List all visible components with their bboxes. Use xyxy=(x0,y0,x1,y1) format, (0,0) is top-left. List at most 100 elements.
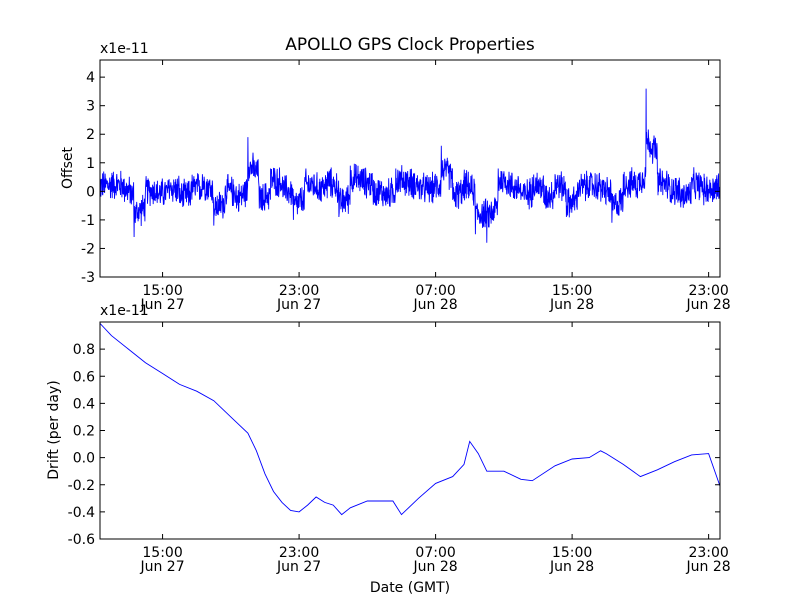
data-point xyxy=(367,500,368,501)
x-tick-date-label: Jun 28 xyxy=(549,559,594,575)
data-point xyxy=(273,491,274,492)
data-point xyxy=(623,174,624,175)
x-tick-date-label: Jun 27 xyxy=(276,297,321,313)
data-point xyxy=(361,171,362,172)
y-tick-label: 0 xyxy=(86,184,95,200)
x-tick-date-label: Jun 27 xyxy=(139,559,184,575)
data-point xyxy=(691,177,692,178)
data-point xyxy=(611,222,612,223)
data-point xyxy=(503,471,504,472)
data-point xyxy=(520,199,521,200)
data-point xyxy=(293,219,294,220)
data-point xyxy=(418,498,419,499)
x-tick-date-label: Jun 28 xyxy=(413,297,458,313)
data-point xyxy=(225,188,226,189)
data-point xyxy=(452,476,453,477)
data-point xyxy=(281,185,282,186)
data-point xyxy=(469,441,470,442)
y-tick-label: -2 xyxy=(81,241,95,257)
y-tick-label: -1 xyxy=(81,213,95,229)
offset-plot-frame xyxy=(99,59,721,278)
offset-series-group xyxy=(100,88,720,243)
data-point xyxy=(429,188,430,189)
data-point xyxy=(122,182,123,183)
x-tick-label: 23:00 xyxy=(279,545,319,561)
data-point xyxy=(324,502,325,503)
data-point xyxy=(111,177,112,178)
data-point xyxy=(543,202,544,203)
data-point xyxy=(572,458,573,459)
data-point xyxy=(190,185,191,186)
data-point xyxy=(407,174,408,175)
x-tick-date-label: Jun 28 xyxy=(413,559,458,575)
data-point xyxy=(111,335,112,336)
data-point xyxy=(179,384,180,385)
data-point xyxy=(702,188,703,189)
data-point xyxy=(606,453,607,454)
data-point xyxy=(316,496,317,497)
data-point xyxy=(145,362,146,363)
y-tick-label: -0.4 xyxy=(68,505,95,521)
data-point xyxy=(392,500,393,501)
x-tick-date-label: Jun 27 xyxy=(276,559,321,575)
data-point xyxy=(691,454,692,455)
data-point xyxy=(441,145,442,146)
data-point xyxy=(463,464,464,465)
x-tick-label: 23:00 xyxy=(688,283,728,299)
data-point xyxy=(634,182,635,183)
data-point xyxy=(213,225,214,226)
data-point xyxy=(202,174,203,175)
data-point xyxy=(640,476,641,477)
data-point xyxy=(435,483,436,484)
x-tick-label: 15:00 xyxy=(142,545,182,561)
data-point xyxy=(307,505,308,506)
y-tick-label: 0.2 xyxy=(73,424,95,440)
drift-ylabel: Drift (per day) xyxy=(46,380,62,479)
data-point xyxy=(162,373,163,374)
data-point xyxy=(341,514,342,515)
data-point xyxy=(156,197,157,198)
data-point xyxy=(708,453,709,454)
data-point xyxy=(478,453,479,454)
data-point xyxy=(384,500,385,501)
y-tick-label: 3 xyxy=(86,99,95,115)
data-point xyxy=(509,179,510,180)
y-tick-label: 4 xyxy=(86,70,95,86)
x-tick-label: 23:00 xyxy=(688,545,728,561)
x-tick-date-label: Jun 28 xyxy=(686,559,731,575)
data-point xyxy=(256,450,257,451)
data-point xyxy=(532,177,533,178)
data-point xyxy=(179,202,180,203)
data-point xyxy=(498,168,499,169)
data-point xyxy=(452,199,453,200)
data-point xyxy=(236,208,237,209)
data-point xyxy=(338,216,339,217)
data-point xyxy=(290,510,291,511)
data-point xyxy=(259,208,260,209)
drift-xlabel: Date (GMT) xyxy=(370,580,450,596)
x-tick-date-label: Jun 27 xyxy=(139,297,184,313)
data-point xyxy=(304,177,305,178)
data-point xyxy=(520,479,521,480)
data-point xyxy=(350,165,351,166)
offset-exponent-label: x1e-11 xyxy=(100,41,149,57)
data-point xyxy=(333,505,334,506)
data-point xyxy=(657,469,658,470)
data-point xyxy=(600,185,601,186)
data-point xyxy=(247,137,248,138)
y-tick-label: 0.6 xyxy=(73,369,95,385)
data-point xyxy=(168,182,169,183)
data-point xyxy=(554,465,555,466)
data-point xyxy=(714,182,715,183)
data-point xyxy=(668,185,669,186)
offset-ylabel: Offset xyxy=(60,146,76,189)
data-point xyxy=(532,480,533,481)
data-point xyxy=(589,457,590,458)
y-tick-label: 1 xyxy=(86,156,95,172)
data-point xyxy=(270,168,271,169)
x-tick-date-label: Jun 28 xyxy=(686,297,731,313)
y-tick-label: 0.4 xyxy=(73,396,95,412)
